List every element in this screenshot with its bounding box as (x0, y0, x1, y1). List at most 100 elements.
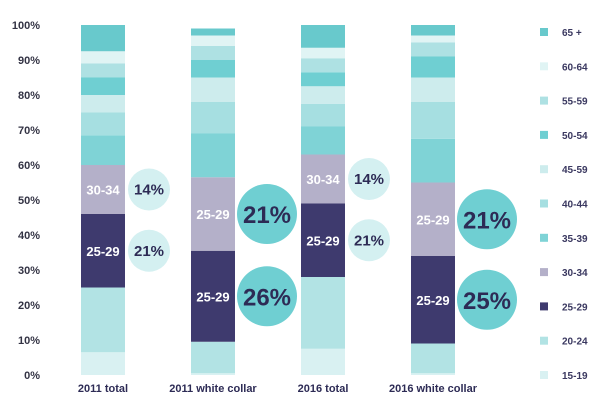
x-axis-labels: 2011 total 2011 white collar 2016 total 201… (78, 383, 478, 395)
legend-label: 30-34 (562, 268, 588, 279)
callout-circle (457, 269, 517, 330)
bar-segment-50-54 (301, 72, 345, 87)
bar-segment-15-19 (81, 352, 125, 375)
bar-segment-15-19 (191, 373, 235, 375)
segment-label: 25-29 (416, 212, 449, 227)
bar-segment-45-59 (191, 77, 235, 102)
callout-label: 14% (134, 182, 164, 199)
callout-label: 25% (463, 288, 511, 315)
bar-segment-65 (191, 28, 235, 36)
bar-segment-35-39 (191, 133, 235, 178)
bar-segment-25-29 (81, 214, 125, 288)
segment-label: 30-34 (86, 183, 120, 198)
bar-segment-50-54 (411, 56, 455, 78)
bar-segment-55-59 (81, 63, 125, 78)
bar-segment-25-29 (191, 250, 235, 342)
y-tick-label: 50% (18, 195, 40, 207)
y-tick-label: 0% (24, 370, 40, 382)
legend-swatch (540, 371, 548, 379)
legend-swatch (540, 199, 548, 208)
bar-segment-65 (411, 25, 455, 36)
bar-segment-55-59 (411, 42, 455, 57)
bar-segment-15-19 (301, 348, 345, 375)
bar-segment-60-64 (81, 51, 125, 64)
segment-label: 25-29 (196, 207, 229, 222)
category-label: 2016 total (298, 383, 349, 395)
bar-segment-65 (81, 25, 125, 52)
callout-circle (237, 266, 297, 327)
bar-segment-40-44 (191, 102, 235, 134)
legend-swatch (540, 28, 548, 36)
category-label: 2011 white collar (169, 383, 257, 395)
bar-segment-35-39 (411, 138, 455, 183)
bar-segment-30-34 (301, 154, 345, 204)
legend-swatch (540, 130, 548, 139)
callout-circle (348, 219, 390, 262)
bar-segment-30-34 (191, 177, 235, 251)
bars: 25-29 30-34 25-29 25-29 25-29 30-34 25-29 25-29 (81, 25, 455, 375)
y-axis: 0% 10% 20% 30% 40% 50% 60% 70% 80% 90% 100% (12, 20, 40, 382)
legend-swatch (540, 336, 548, 345)
bar-segment-30-34 (81, 165, 125, 214)
legend-label: 60-64 (562, 62, 588, 73)
legend-label: 25-29 (562, 302, 588, 313)
legend-swatch (540, 268, 548, 277)
y-tick-label: 30% (18, 265, 40, 277)
y-tick-label: 60% (18, 160, 40, 172)
y-tick-label: 90% (18, 55, 40, 67)
bar-segment-45-59 (81, 95, 125, 113)
legend-swatch (540, 165, 548, 174)
bar-segment-15-19 (411, 373, 455, 375)
bar-segment-55-59 (191, 46, 235, 60)
callout-label: 21% (243, 202, 291, 229)
bar-segment-25-29 (301, 203, 345, 277)
callout-label: 21% (354, 232, 384, 249)
legend-swatch (540, 96, 548, 105)
bar-segment-50-54 (191, 60, 235, 78)
bar-segment-55-59 (301, 58, 345, 73)
category-label: 2016 white collar (389, 383, 478, 395)
y-tick-label: 20% (18, 300, 40, 312)
bar-segment-35-39 (301, 126, 345, 155)
y-tick-label: 40% (18, 230, 40, 242)
category-label: 2011 total (78, 383, 128, 395)
callout-circle (348, 158, 390, 200)
legend-label: 15-19 (562, 371, 588, 382)
callout-circle (457, 189, 517, 250)
y-tick-label: 100% (12, 20, 40, 32)
bar-segment-20-24 (411, 343, 455, 374)
bar-segment-25-29 (411, 256, 455, 344)
legend-label: 50-54 (562, 131, 588, 142)
y-tick-label: 80% (18, 90, 40, 102)
segment-label: 25-29 (306, 233, 339, 248)
segment-label: 25-29 (416, 293, 449, 308)
bar-segment-30-34 (411, 182, 455, 256)
segment-label: 25-29 (86, 244, 119, 259)
callout-label: 21% (463, 207, 511, 234)
legend-label: 65 + (562, 28, 582, 39)
legend-swatch (540, 233, 548, 242)
legend-label: 55-59 (562, 97, 588, 108)
legend-label: 20-24 (562, 337, 588, 348)
callout-label: 21% (134, 243, 164, 260)
legend-label: 40-44 (562, 200, 588, 211)
bar-segment-65 (301, 25, 345, 48)
callout-circle (128, 168, 170, 211)
legend-label: 35-39 (562, 234, 588, 245)
bar-segment-20-24 (301, 277, 345, 349)
legend-swatch (540, 302, 548, 311)
bar-segment-40-44 (411, 102, 455, 139)
segment-label: 30-34 (306, 172, 340, 187)
bar-segment-20-24 (191, 341, 235, 374)
callout-label: 26% (243, 284, 291, 311)
bar-segment-45-59 (301, 86, 345, 104)
callout-circle (128, 229, 170, 272)
callout-label: 14% (354, 171, 384, 188)
y-tick-label: 70% (18, 125, 40, 137)
callout-circle (237, 184, 297, 244)
legend-swatch (540, 62, 548, 71)
segment-label: 25-29 (196, 289, 229, 304)
bar-segment-40-44 (301, 103, 345, 127)
legend: 65 + 60-64 55-59 50-54 45-59 40-44 35-39 30-34 2… (540, 28, 588, 382)
